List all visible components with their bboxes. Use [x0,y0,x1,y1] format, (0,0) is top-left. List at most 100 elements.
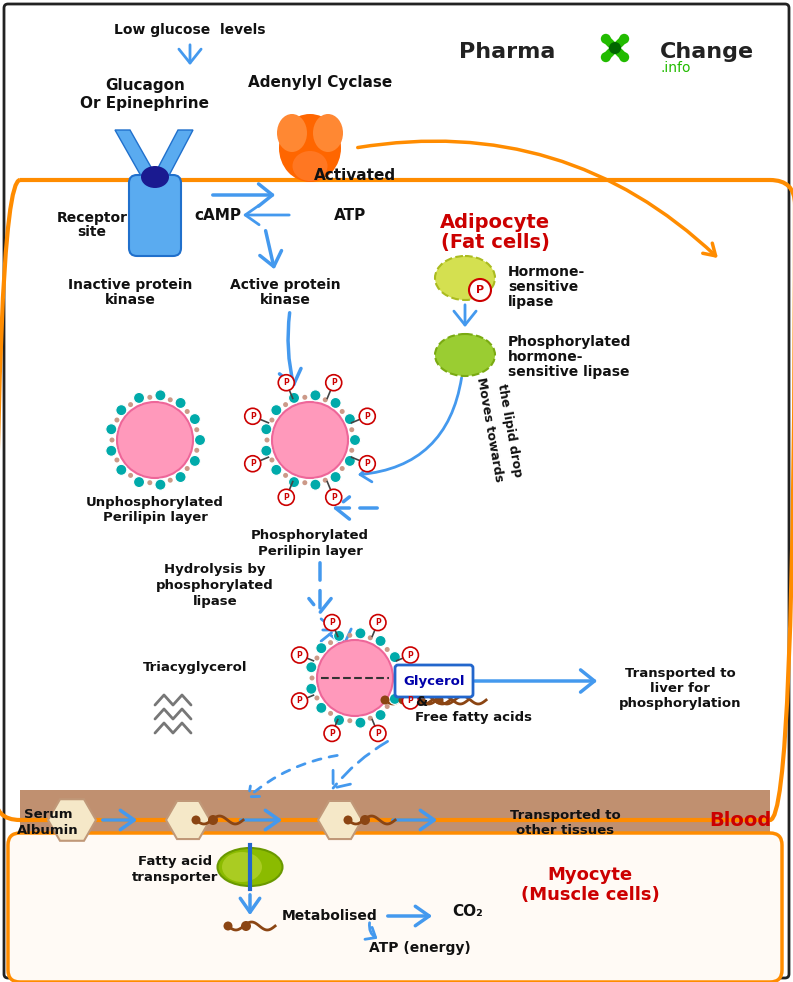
Text: P: P [297,696,302,705]
Bar [20,790,770,850]
Text: Adipocyte: Adipocyte [440,212,550,232]
Circle shape [381,695,389,704]
Circle shape [316,642,327,654]
Circle shape [389,693,400,704]
Text: ATP (energy): ATP (energy) [369,941,471,955]
Circle shape [175,471,186,482]
Circle shape [275,409,280,414]
Text: Glucagon: Glucagon [105,78,185,92]
Text: sensitive: sensitive [508,280,578,294]
Circle shape [350,434,361,446]
Circle shape [323,477,328,483]
Circle shape [177,473,182,478]
Text: Triacyglycerol: Triacyglycerol [143,662,247,675]
Circle shape [266,427,270,432]
Circle shape [137,398,142,403]
Circle shape [334,630,344,641]
Text: kinase: kinase [259,293,310,307]
Circle shape [619,33,629,44]
Circle shape [109,438,114,443]
Circle shape [351,438,355,443]
Circle shape [326,375,342,391]
Circle shape [402,693,419,709]
FancyBboxPatch shape [129,175,181,256]
Circle shape [292,647,308,663]
Circle shape [609,42,621,54]
Circle shape [190,417,196,422]
Text: Serum: Serum [24,808,72,822]
Circle shape [155,479,166,490]
Text: Receptor: Receptor [56,211,128,225]
Circle shape [133,476,144,488]
Ellipse shape [279,114,341,182]
Text: Blood: Blood [709,810,771,830]
Ellipse shape [217,848,282,886]
Circle shape [137,477,142,483]
Circle shape [391,695,396,700]
Circle shape [155,390,166,401]
Circle shape [289,476,300,488]
Circle shape [168,398,173,403]
Circle shape [311,685,316,690]
Circle shape [310,390,321,401]
Circle shape [358,718,362,723]
Circle shape [347,632,352,638]
Circle shape [293,477,297,483]
Circle shape [283,402,288,408]
Circle shape [105,445,117,457]
Text: Perilipin layer: Perilipin layer [258,544,362,558]
Circle shape [311,665,316,670]
Circle shape [399,695,408,704]
Text: the lipid drop: the lipid drop [496,382,525,477]
Text: Transported to: Transported to [510,808,620,822]
Text: Hormone-: Hormone- [508,265,585,279]
Circle shape [330,398,341,409]
Circle shape [339,409,345,414]
Text: Change: Change [660,42,754,62]
Text: P: P [329,618,335,627]
Circle shape [289,393,300,404]
Circle shape [347,718,352,723]
Text: P: P [250,411,255,420]
Circle shape [302,480,308,485]
Circle shape [368,716,373,721]
Ellipse shape [222,852,262,882]
Circle shape [320,647,325,652]
Circle shape [292,693,308,709]
Circle shape [332,402,337,408]
Circle shape [355,627,366,639]
Circle shape [147,480,152,485]
Circle shape [128,402,133,408]
Circle shape [394,685,399,690]
Text: P: P [283,493,289,502]
Circle shape [396,676,400,681]
Ellipse shape [277,114,307,152]
Text: Or Epinephrine: Or Epinephrine [81,95,209,111]
Circle shape [394,665,399,670]
Circle shape [121,466,125,471]
Circle shape [355,717,366,729]
Circle shape [416,695,426,704]
Text: lipase: lipase [508,295,554,309]
Circle shape [194,427,199,432]
Circle shape [389,652,400,663]
Text: Low glucose  levels: Low glucose levels [114,23,266,37]
Text: (Fat cells): (Fat cells) [441,233,550,251]
Circle shape [601,52,611,62]
Circle shape [323,398,328,403]
Circle shape [133,393,144,404]
Circle shape [601,33,611,44]
Circle shape [349,448,354,453]
Text: Perilipin layer: Perilipin layer [102,512,208,524]
Circle shape [349,427,354,432]
Circle shape [315,695,320,700]
Circle shape [619,52,629,62]
Circle shape [391,656,396,661]
Text: Transported to: Transported to [625,667,735,680]
Text: kinase: kinase [105,293,155,307]
Circle shape [358,632,362,638]
Circle shape [332,473,337,478]
Circle shape [359,409,375,424]
Text: cAMP: cAMP [194,207,242,223]
Text: P: P [408,650,413,660]
